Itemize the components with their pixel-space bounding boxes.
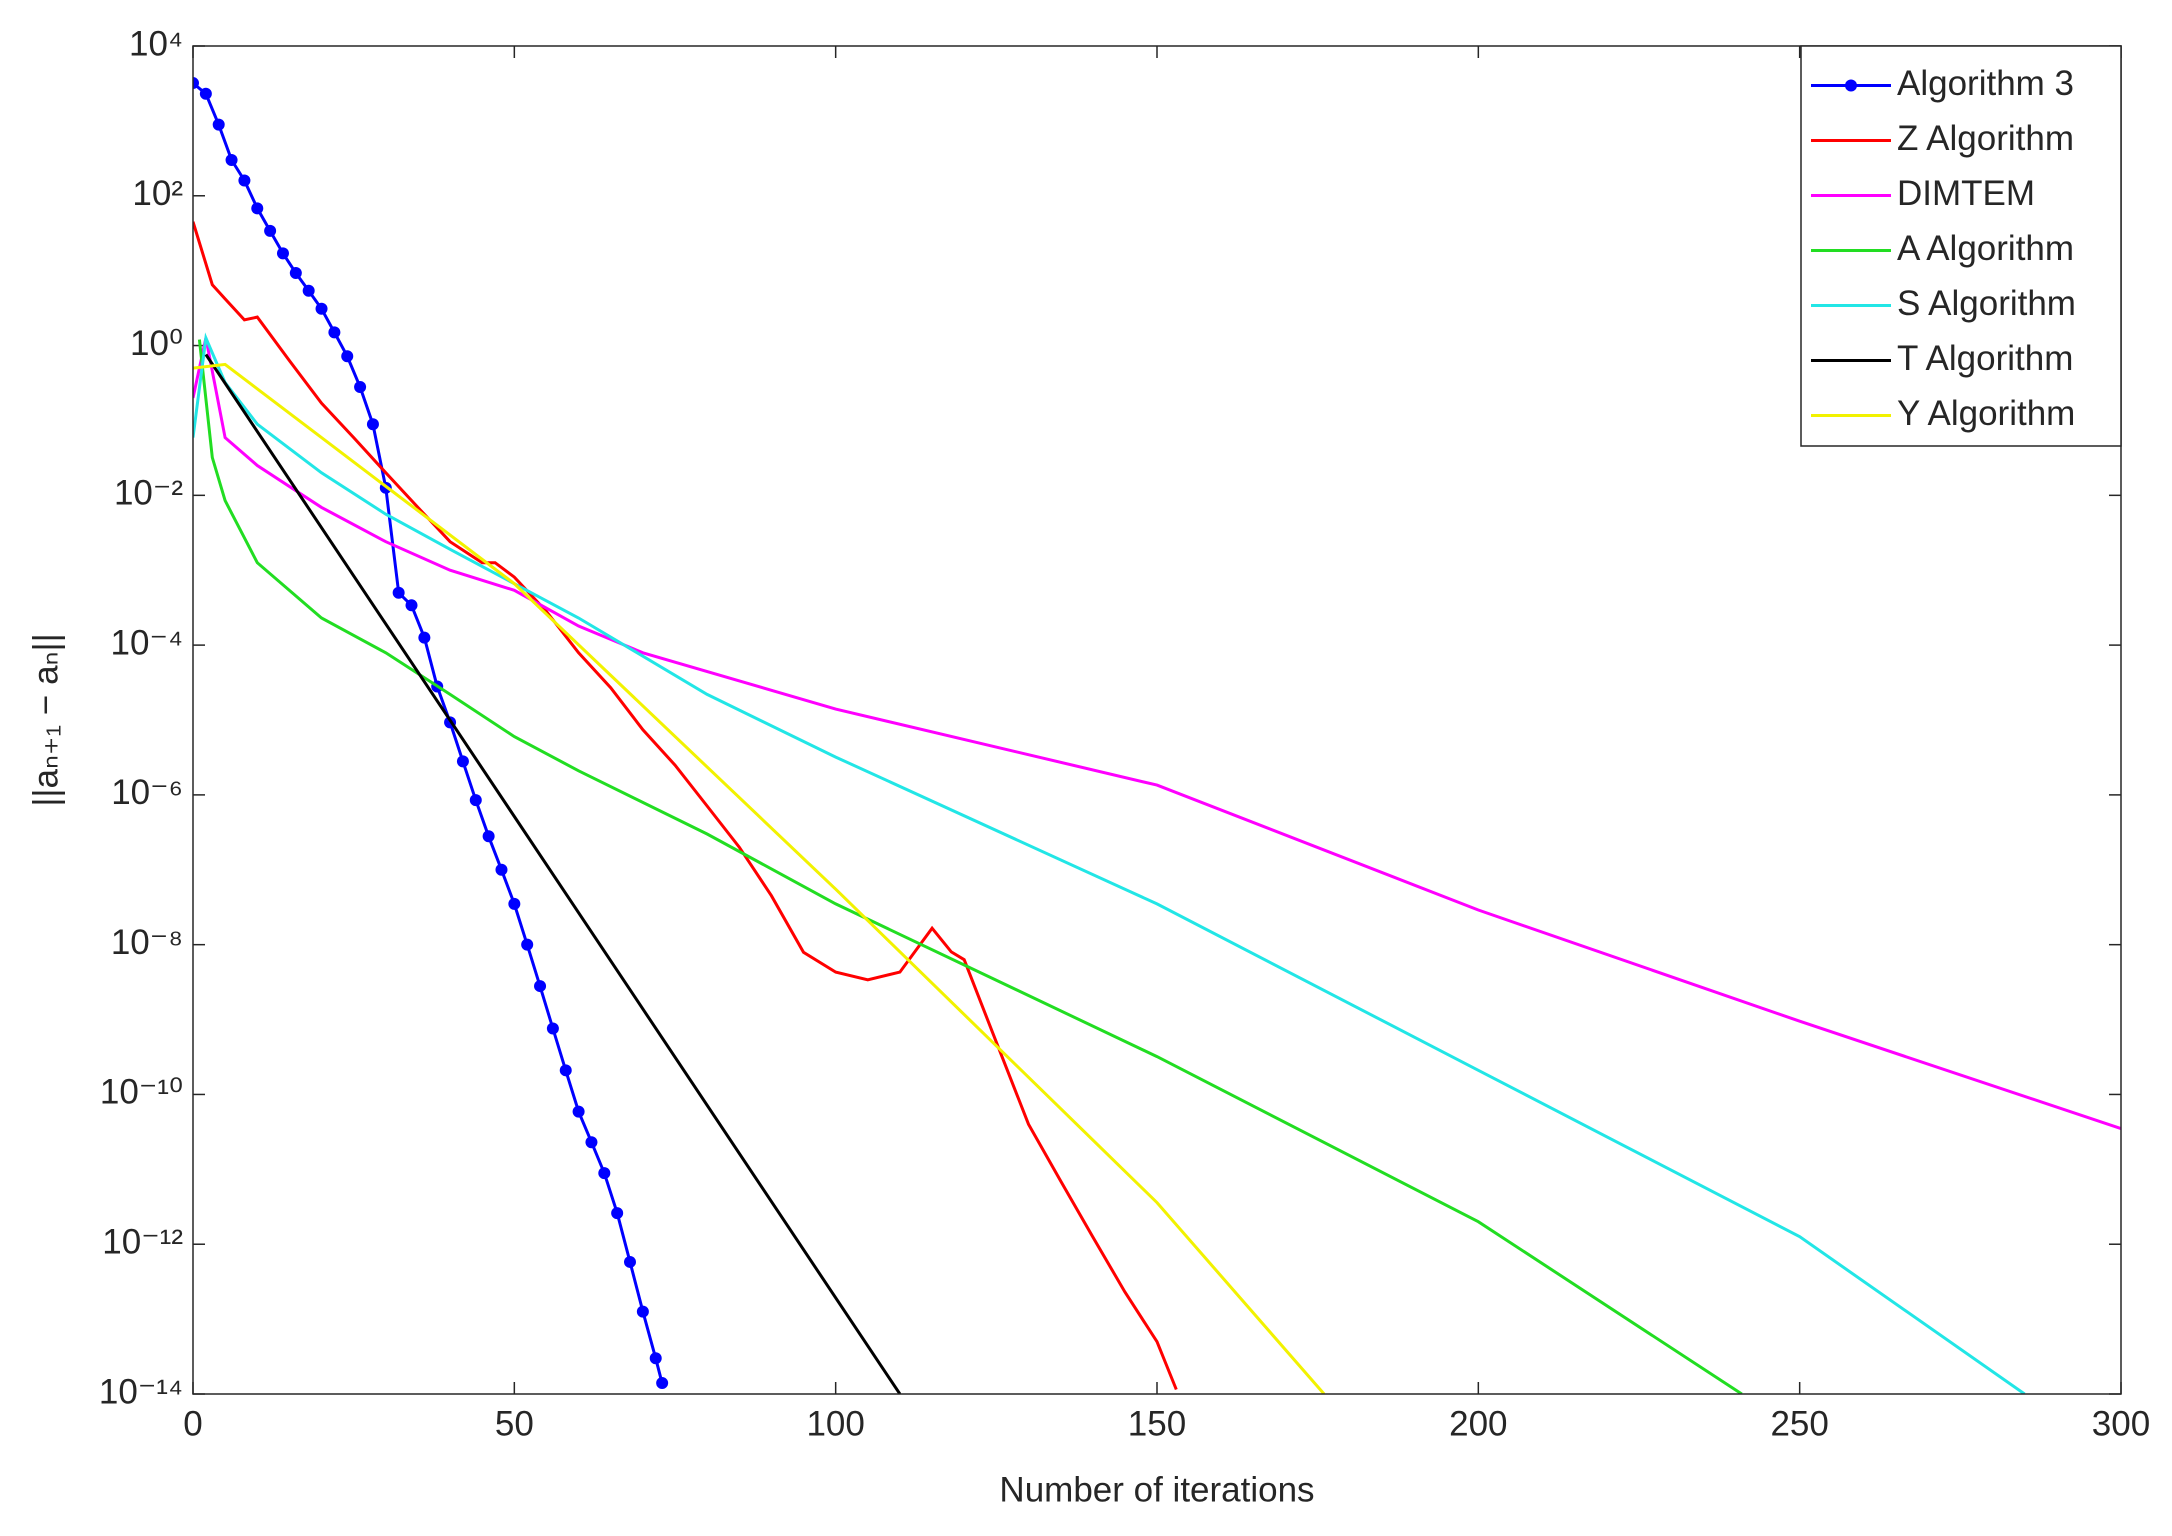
marker: [611, 1207, 624, 1220]
marker: [585, 1136, 598, 1149]
marker: [264, 224, 277, 237]
marker: [649, 1352, 662, 1365]
y-tick-label: 10⁻¹⁴: [99, 1372, 183, 1411]
y-tick-label: 10⁻¹⁰: [100, 1073, 183, 1112]
series: [193, 221, 1178, 1391]
line: [193, 337, 2121, 1131]
marker: [456, 755, 469, 768]
line: [204, 353, 902, 1394]
marker: [193, 77, 199, 90]
marker: [302, 284, 315, 297]
marker: [315, 302, 328, 315]
y-axis-label: ||aₙ₊₁ − aₙ||: [26, 633, 65, 806]
marker: [392, 586, 405, 599]
line: [193, 362, 1326, 1394]
marker: [341, 350, 354, 363]
marker: [328, 326, 341, 339]
marker: [225, 154, 238, 167]
marker: [289, 267, 302, 280]
legend-box: [1800, 45, 2122, 447]
marker: [405, 599, 418, 612]
marker: [572, 1105, 585, 1118]
y-tick-label: 10²: [132, 174, 183, 213]
y-tick-label: 10⁻⁸: [111, 923, 183, 962]
marker: [559, 1064, 572, 1077]
marker: [366, 418, 379, 431]
x-tick-label: 250: [1770, 1404, 1828, 1443]
series: [204, 353, 902, 1394]
marker: [546, 1022, 559, 1035]
line: [193, 221, 1178, 1391]
x-tick-label: 200: [1449, 1404, 1507, 1443]
x-tick-label: 100: [806, 1404, 864, 1443]
marker: [521, 938, 534, 951]
marker: [251, 202, 264, 215]
legend-label: Y Algorithm: [1897, 394, 2075, 433]
marker: [598, 1167, 611, 1180]
marker: [354, 380, 367, 393]
y-tick-label: 10⁻⁴: [111, 623, 183, 662]
x-tick-label: 50: [495, 1404, 534, 1443]
y-tick-label: 10⁻⁶: [111, 773, 183, 812]
marker: [276, 247, 289, 260]
legend-label: T Algorithm: [1897, 339, 2073, 378]
y-tick-label: 10⁰: [130, 324, 183, 363]
legend-marker: [1845, 79, 1857, 92]
x-tick-label: 300: [2092, 1404, 2150, 1443]
marker: [469, 794, 482, 807]
legend-label: S Algorithm: [1897, 284, 2076, 323]
x-tick-label: 150: [1128, 1404, 1186, 1443]
marker: [418, 631, 431, 644]
marker: [495, 863, 508, 876]
x-axis-label: Number of iterations: [999, 1470, 1314, 1509]
plot-frame: [192, 45, 2122, 1395]
line: [197, 339, 1743, 1394]
series: [193, 77, 669, 1390]
series: [193, 337, 2121, 1131]
y-tick-label: 10⁴: [129, 24, 183, 63]
y-tick-label: 10⁻²: [114, 474, 183, 513]
marker: [482, 830, 495, 843]
series: [193, 362, 1326, 1394]
marker: [534, 980, 547, 993]
marker: [656, 1377, 669, 1390]
legend-label: A Algorithm: [1897, 229, 2074, 268]
legend-label: DIMTEM: [1897, 174, 2035, 213]
marker: [624, 1255, 637, 1268]
y-tick-label: 10⁻¹²: [102, 1222, 183, 1261]
marker: [212, 118, 225, 131]
marker: [508, 897, 521, 910]
marker: [199, 87, 212, 100]
marker: [238, 174, 251, 187]
marker: [636, 1305, 649, 1318]
x-tick-label: 0: [183, 1404, 202, 1443]
series: [197, 339, 1743, 1394]
legend-label: Algorithm 3: [1897, 64, 2074, 103]
legend-label: Z Algorithm: [1897, 119, 2074, 158]
